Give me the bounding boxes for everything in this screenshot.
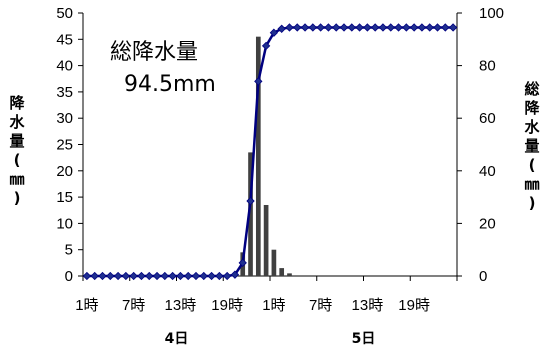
cumulative-point [261,41,271,51]
cumulative-point [332,23,341,32]
left-tick-label: 20 [56,163,73,180]
left-tick-label: 30 [56,110,73,127]
cumulative-point [425,23,434,32]
cumulative-point [417,23,427,32]
cumulative-point [316,23,325,32]
cumulative-point [106,271,115,281]
cumulative-point [160,271,169,281]
x-tick-label: 13時 [352,297,384,314]
cumulative-point [246,196,255,206]
left-tick-label: 5 [65,242,73,259]
right-tick-label: 40 [479,163,496,180]
x-tick-label: 13時 [165,297,197,314]
cumulative-point [254,77,263,86]
bar-series-hourly-precipitation [232,36,292,276]
total-precipitation-value: 94.5mm [124,72,216,97]
cumulative-point [402,23,411,32]
cumulative-point [347,23,356,32]
precipitation-bar [248,152,253,276]
left-tick-label: 45 [56,31,73,48]
x-tick-label: 19時 [211,297,243,314]
cumulative-point [152,271,162,281]
left-tick-label: 50 [56,5,73,22]
left-tick-label: 15 [56,189,73,206]
cumulative-point [371,23,380,32]
cumulative-point [129,271,138,281]
precipitation-bar [287,273,292,276]
right-tick-label: 20 [479,215,496,232]
cumulative-point [176,271,185,281]
cumulative-point [113,271,123,281]
right-axis-label: 総降水量(㎜) [524,80,540,212]
cumulative-point [324,23,333,32]
right-tick-label: 80 [479,58,496,75]
day-label: 4日 [165,331,189,347]
precipitation-bar [271,249,277,276]
left-tick-label: 25 [56,137,73,154]
cumulative-point [363,23,372,32]
cumulative-point [386,23,395,32]
cumulative-point [145,271,154,281]
right-tick-label: 0 [479,268,487,285]
cumulative-point [199,271,208,281]
precipitation-bar [279,268,285,276]
x-tick-label: 19時 [398,297,430,314]
precipitation-bar [263,204,269,276]
axis-labels: 0 5 10 15 20 25 30 35 40 45 50 0 20 40 60 80 100 1時 7時 13時 1… [9,5,540,347]
cumulative-point [293,23,302,32]
cumulative-point [448,23,458,32]
total-precipitation-title: 総降水量 [110,40,198,65]
line-series-cumulative-precipitation [82,23,458,281]
cumulative-point [238,258,247,268]
left-axis-label: 降水量(㎜) [9,94,25,207]
cumulative-point [433,23,442,32]
left-tick-label: 10 [56,215,73,232]
x-tick-label: 7時 [309,297,332,314]
day-label: 5日 [352,331,376,347]
cumulative-point [300,23,310,32]
x-tick-label: 1時 [75,297,98,314]
x-tick-label: 1時 [262,297,285,314]
left-tick-label: 35 [56,84,73,101]
cumulative-point [308,23,318,32]
cumulative-point [285,23,294,32]
cumulative-point [121,271,131,281]
right-tick-label: 60 [479,110,496,127]
cumulative-point [355,23,364,32]
cumulative-point [277,24,286,33]
cumulative-point [394,23,403,32]
left-tick-label: 40 [56,58,73,75]
cumulative-point [222,271,232,281]
left-tick-label: 0 [65,268,73,285]
cumulative-point [269,28,279,37]
cumulative-point [230,270,240,279]
cumulative-point [409,23,419,32]
cumulative-point [90,271,99,281]
cumulative-point [82,271,92,281]
precipitation-bar [255,36,261,276]
cumulative-point [168,271,177,281]
cumulative-point [207,271,216,281]
cumulative-point [378,23,388,32]
cumulative-point [191,271,201,281]
x-tick-label: 7時 [122,297,145,314]
cumulative-point [339,23,349,32]
cumulative-point [441,23,450,32]
cumulative-point [215,271,224,281]
right-tick-label: 100 [479,5,504,22]
cumulative-point [98,271,107,281]
cumulative-point [137,271,146,281]
cumulative-point [184,271,193,281]
